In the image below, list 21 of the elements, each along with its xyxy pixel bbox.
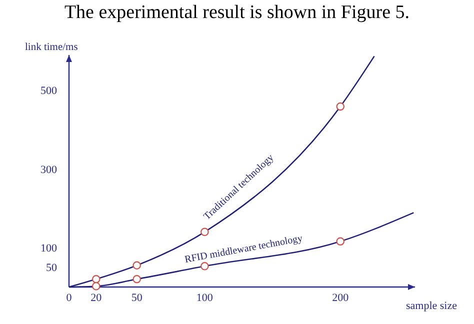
point [92,282,100,290]
y-tick-label: 100 [40,242,58,255]
y-tick-label: 300 [40,164,58,176]
x-tick-label: 0 [66,292,72,304]
point [92,274,100,284]
text: RFID middleware technology [184,233,304,266]
point [200,228,209,236]
point [132,274,141,284]
x-tick-label: 100 [196,292,214,304]
y-tick-label: 500 [40,85,58,98]
y-tick-label: 50 [46,262,58,274]
x-tick-label: 200 [332,292,350,304]
x-axis-title: sample size [406,300,458,312]
point [336,237,345,246]
point [132,261,141,270]
x-tick-label: 20 [90,292,102,304]
x-tick-label: 50 [131,292,143,304]
point [336,102,345,111]
y-axis-title: link time/ms [25,42,78,53]
text: The experimental result is shown in Figure 5. [64,2,410,23]
point [200,262,209,270]
